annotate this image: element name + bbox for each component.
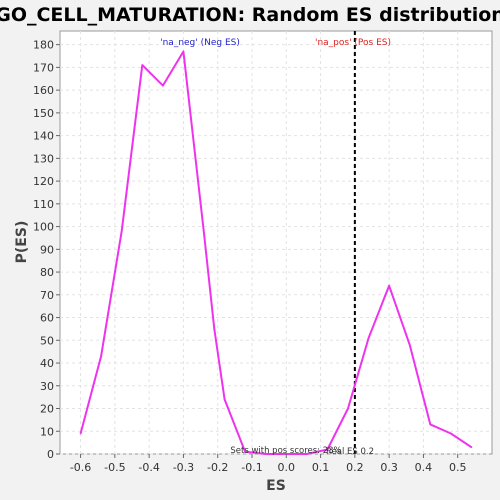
- x-tick-label: -0.3: [173, 461, 194, 474]
- data-point: [223, 398, 226, 401]
- x-tick-label: 0.1: [312, 461, 330, 474]
- pos-es-legend-label: 'na_pos' (Pos ES): [315, 38, 391, 48]
- data-point: [182, 50, 185, 53]
- x-tick-label: -0.6: [70, 461, 91, 474]
- y-tick-label: 140: [33, 130, 54, 143]
- plot-area: [59, 30, 493, 455]
- data-point: [306, 453, 308, 455]
- y-tick-label: 90: [40, 243, 54, 256]
- sets-pos-scores-text: Sets with pos scores: 23%: [230, 446, 341, 456]
- x-axis-label: ES: [266, 478, 286, 494]
- data-point: [347, 407, 349, 410]
- x-tick-label: 0.2: [346, 461, 364, 474]
- x-tick-label: 0.3: [380, 461, 398, 474]
- data-point: [367, 337, 370, 339]
- data-point: [203, 232, 205, 235]
- data-point: [388, 284, 390, 287]
- data-point: [244, 450, 246, 453]
- y-tick-label: 10: [40, 425, 54, 438]
- data-point: [213, 328, 216, 330]
- y-tick-label: 80: [40, 266, 54, 279]
- x-tick-label: 0.5: [449, 461, 467, 474]
- y-tick-label: 110: [33, 198, 54, 211]
- data-point: [264, 453, 267, 455]
- data-point: [429, 423, 432, 426]
- data-point: [141, 64, 144, 66]
- y-tick-label: 0: [47, 448, 54, 461]
- axis-ticks: 0 10 20 30 40 50 60 70 80 90 100 110 120 130 140 150 160…: [33, 39, 466, 474]
- y-tick-label: 130: [33, 152, 54, 165]
- x-tick-label: -0.2: [207, 461, 228, 474]
- chart-title: GO_CELL_MATURATION: Random ES distributi…: [0, 4, 500, 26]
- data-point: [162, 84, 164, 87]
- y-axis-label: P(ES): [14, 221, 30, 264]
- data-point: [450, 432, 452, 435]
- data-point: [100, 355, 102, 358]
- x-tick-label: -0.5: [104, 461, 125, 474]
- data-point: [408, 344, 411, 346]
- y-tick-label: 170: [33, 61, 54, 74]
- y-tick-label: 30: [40, 380, 54, 393]
- neg-es-legend-label: 'na_neg' (Neg ES): [160, 38, 240, 48]
- y-tick-label: 120: [33, 175, 54, 188]
- y-tick-label: 180: [33, 39, 54, 52]
- y-tick-label: 40: [40, 357, 54, 370]
- x-tick-label: 0.4: [415, 461, 433, 474]
- y-tick-label: 100: [33, 221, 54, 234]
- data-point: [120, 230, 123, 232]
- y-tick-label: 50: [40, 334, 54, 347]
- data-point: [326, 448, 329, 451]
- y-tick-label: 70: [40, 289, 54, 302]
- y-tick-label: 160: [33, 84, 54, 97]
- real-es-text: Real ES 0.2: [326, 447, 374, 457]
- y-tick-label: 60: [40, 312, 54, 325]
- x-tick-label: -0.1: [241, 461, 262, 474]
- x-tick-label: 0.0: [278, 461, 296, 474]
- y-tick-label: 150: [33, 107, 54, 120]
- data-point: [470, 446, 473, 448]
- y-tick-label: 20: [40, 403, 54, 416]
- x-tick-label: -0.4: [138, 461, 159, 474]
- data-point: [79, 432, 82, 435]
